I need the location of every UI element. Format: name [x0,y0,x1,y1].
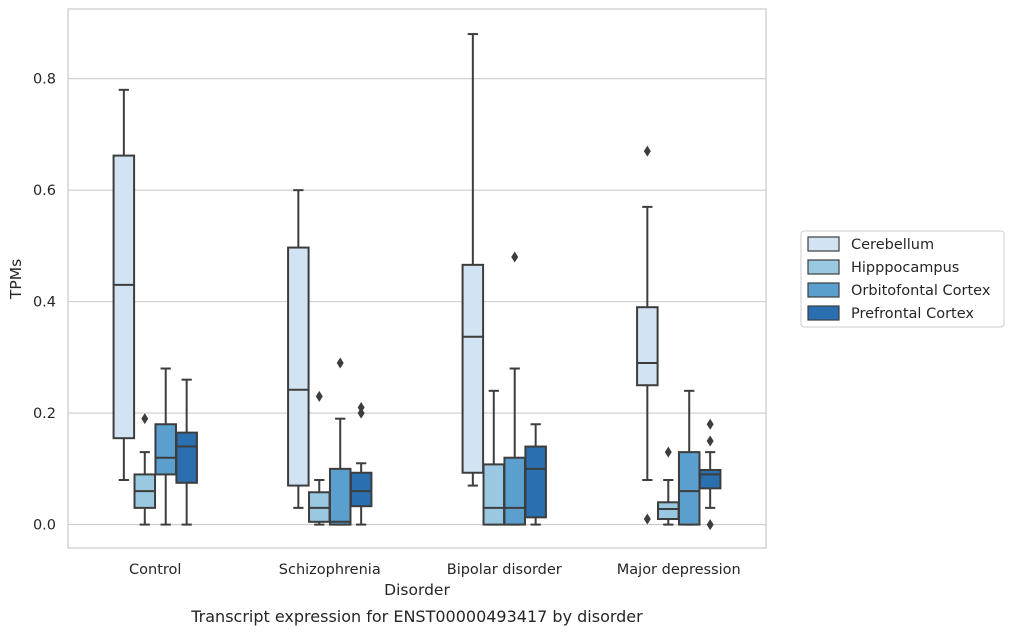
x-axis-ticks: Control Schizophrenia Bipolar disorder Majo… [129,562,741,578]
outlier-point [643,513,651,525]
y-tick-label: 0.6 [33,183,56,199]
box-control-prefrontal-cortex [175,378,198,526]
box-major-depression-hipppocampus [657,446,680,526]
box-control-hipppocampus [133,413,157,526]
x-tick-label: Major depression [617,562,741,578]
legend-swatch [807,282,840,298]
legend-swatch [807,236,840,252]
box-control-cerebellum [112,88,136,481]
box-iqr [154,423,177,476]
box-iqr [349,471,373,508]
outlier-point [336,357,344,369]
outlier-point [357,407,365,419]
gridlines [68,78,766,526]
x-tick-label: Schizophrenia [279,562,381,578]
y-tick-label: 0.0 [33,518,56,534]
box-bipolar-disorder-prefrontal-cortex [524,423,547,526]
outlier-point [664,446,672,458]
box-iqr [524,445,547,519]
outlier-point [706,519,714,531]
legend-frame [800,230,1005,328]
outlier-point [315,390,323,402]
box-iqr [503,456,526,526]
legend: Cerebellum Hipppocampus Orbitofontal Corte… [800,230,1005,328]
box-iqr [677,451,701,526]
box-iqr [461,263,485,474]
outlier-point [511,251,519,263]
box-iqr [328,467,352,526]
chart-caption: Transcript expression for ENST0000049341… [190,607,643,626]
box-plot-series [112,33,722,531]
box-iqr [657,501,680,521]
legend-label: Prefrontal Cortex [851,306,974,322]
box-iqr [636,306,659,387]
box-iqr [112,154,136,440]
x-tick-label: Control [129,562,181,578]
box-schizophrenia-cerebellum [287,189,310,509]
outlier-point [643,145,651,157]
outlier-point [141,413,149,425]
legend-swatch [807,305,840,321]
box-major-depression-cerebellum [636,145,659,525]
box-major-depression-orbitofontal-cortex [677,389,701,526]
box-iqr [482,463,506,526]
y-tick-label: 0.4 [33,295,56,311]
box-schizophrenia-prefrontal-cortex [349,402,373,526]
box-control-orbitofontal-cortex [154,367,177,526]
box-schizophrenia-hipppocampus [308,390,331,526]
outlier-point [357,402,365,414]
x-axis-label: Disorder [384,581,450,599]
box-iqr [287,246,310,487]
box-schizophrenia-orbitofontal-cortex [328,357,352,526]
outlier-point [706,435,714,447]
y-axis-ticks: 0.0 0.2 0.4 0.6 0.8 [33,72,56,534]
box-iqr [698,468,722,490]
outlier-point [706,418,714,430]
legend-label: Hipppocampus [851,260,959,276]
legend-label: Cerebellum [851,237,934,253]
y-tick-label: 0.8 [33,72,56,88]
plot-frame [67,8,767,549]
box-bipolar-disorder-cerebellum [461,33,485,487]
box-bipolar-disorder-hipppocampus [482,389,506,526]
box-bipolar-disorder-orbitofontal-cortex [503,251,526,526]
x-tick-label: Bipolar disorder [447,562,562,578]
box-iqr [175,431,198,484]
box-major-depression-prefrontal-cortex [698,418,722,531]
y-tick-label: 0.2 [33,406,56,422]
legend-label: Orbitofontal Cortex [851,283,991,299]
legend-swatch [807,259,840,275]
y-axis-label: TPMs [7,259,25,300]
